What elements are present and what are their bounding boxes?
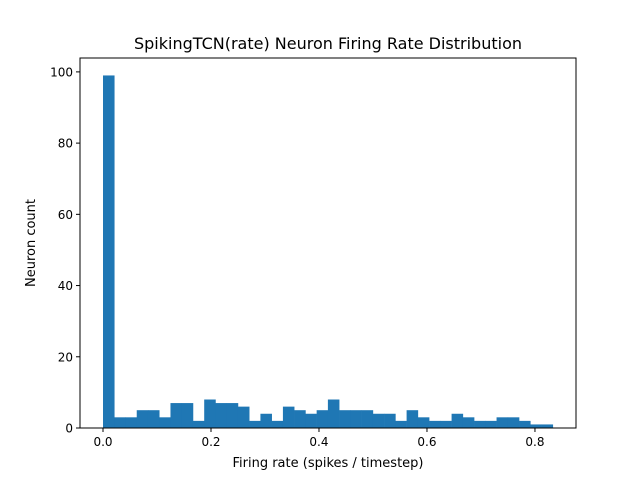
x-tick-label: 0.0: [93, 435, 112, 449]
histogram-bar: [282, 406, 295, 428]
histogram-bar: [136, 410, 149, 428]
x-axis-label: Firing rate (spikes / timestep): [232, 456, 423, 471]
histogram-bar: [361, 410, 374, 428]
histogram-bar: [316, 410, 329, 428]
histogram-bar: [384, 413, 396, 428]
histogram-bar: [237, 406, 250, 428]
histogram-bar: [530, 424, 542, 428]
histogram-bar: [294, 410, 306, 428]
histogram-bar: [204, 399, 216, 428]
histogram-bar: [271, 420, 284, 428]
histogram-bar: [305, 413, 317, 428]
histogram-bar: [541, 424, 554, 428]
histogram-bar: [474, 420, 486, 428]
histogram-bar: [215, 403, 227, 428]
histogram-bar: [103, 75, 115, 429]
histogram-bar: [125, 417, 138, 428]
histogram-bar: [249, 420, 261, 428]
y-axis-label: Neuron count: [24, 199, 39, 287]
histogram-bar: [260, 413, 272, 428]
histogram-bar: [429, 420, 441, 428]
histogram-bar: [147, 410, 160, 428]
histogram-bar: [417, 417, 430, 428]
histogram-bar: [519, 420, 531, 428]
histogram-bar: [181, 403, 194, 428]
y-tick-label: 60: [58, 208, 73, 222]
y-tick-label: 100: [50, 65, 73, 79]
histogram-bar: [395, 420, 407, 428]
axes-frame: [79, 57, 577, 429]
histogram-bar: [159, 417, 171, 428]
histogram-bar: [226, 403, 239, 428]
y-tick-label: 80: [58, 137, 73, 151]
histogram-bar: [350, 410, 362, 428]
y-tick-label: 0: [65, 422, 73, 436]
histogram-bar: [496, 417, 509, 428]
histogram-bar: [170, 403, 183, 428]
histogram-bar: [451, 413, 464, 428]
histogram-bar: [114, 417, 126, 428]
histogram-bar: [406, 410, 419, 428]
histogram-bar: [339, 410, 351, 428]
histogram-bar: [192, 420, 205, 428]
x-tick-label: 0.4: [309, 435, 328, 449]
histogram-bar: [440, 420, 452, 428]
histogram-bar: [485, 420, 497, 428]
x-tick-label: 0.6: [417, 435, 436, 449]
y-tick-label: 40: [58, 279, 73, 293]
x-tick-label: 0.2: [201, 435, 220, 449]
histogram-bar: [462, 417, 475, 428]
chart-title: SpikingTCN(rate) Neuron Firing Rate Dist…: [134, 34, 522, 53]
histogram-bar: [507, 417, 520, 428]
histogram-bar: [372, 413, 385, 428]
x-tick-label: 0.8: [525, 435, 544, 449]
y-tick-label: 20: [58, 350, 73, 364]
histogram-bar: [327, 399, 340, 428]
